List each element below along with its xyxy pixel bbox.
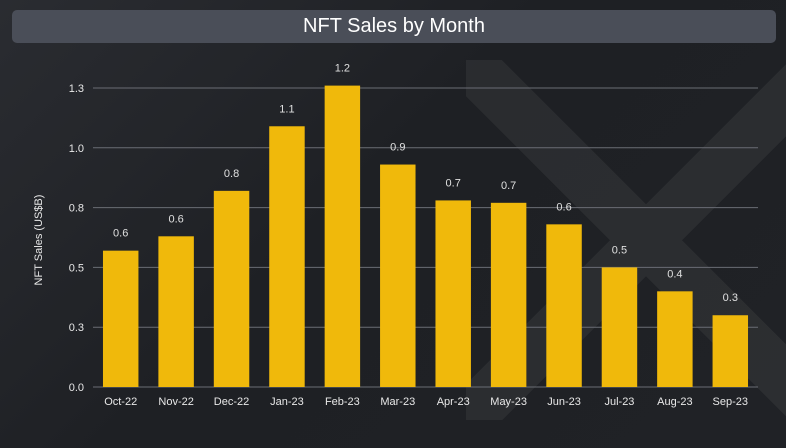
data-label: 1.1	[279, 103, 294, 115]
bar	[213, 190, 250, 387]
x-tick-label: Apr-23	[437, 396, 470, 408]
y-tick-label: 1.3	[69, 83, 84, 95]
x-tick-label: Sep-23	[713, 396, 748, 408]
bar	[102, 250, 139, 387]
bar	[269, 126, 305, 387]
chart-title: NFT Sales by Month	[303, 15, 485, 37]
y-tick-labels: 0.0 0.3 0.5 0.8 1.0 1.3	[69, 83, 84, 394]
y-tick-label: 0.5	[69, 262, 84, 274]
x-tick-label: Jul-23	[604, 396, 634, 408]
data-label: 1.2	[335, 63, 350, 75]
data-label: 0.6	[556, 201, 571, 213]
data-label: 0.6	[113, 228, 128, 240]
x-tick-label: Oct-22	[104, 396, 137, 408]
x-tick-label: Aug-23	[657, 396, 692, 408]
data-label: 0.4	[667, 268, 682, 280]
data-label: 0.6	[168, 213, 183, 225]
bar	[712, 315, 749, 387]
data-label: 0.3	[723, 292, 738, 304]
x-tick-label: Jan-23	[270, 396, 304, 408]
bar	[435, 200, 471, 387]
bar	[324, 85, 361, 387]
y-axis-title: NFT Sales (US$B)	[33, 195, 45, 286]
bar	[380, 164, 416, 387]
y-tick-label: 1.0	[69, 143, 84, 155]
data-label: 0.5	[612, 244, 627, 256]
data-label: 0.7	[446, 177, 461, 189]
x-tick-label: Nov-22	[158, 396, 193, 408]
x-tick-label: Feb-23	[325, 396, 360, 408]
data-label: 0.7	[501, 180, 516, 192]
y-tick-label: 0.8	[69, 203, 84, 215]
y-tick-label: 0.0	[69, 382, 84, 394]
x-tick-label: Dec-22	[214, 396, 249, 408]
x-tick-label: Jun-23	[547, 396, 581, 408]
data-label: 0.9	[390, 142, 405, 154]
x-tick-labels: Oct-22 Nov-22 Dec-22 Jan-23 Feb-23 Mar-23 Apr-…	[104, 396, 748, 408]
bars	[102, 85, 749, 387]
bar	[490, 202, 527, 387]
x-tick-label: May-23	[490, 396, 527, 408]
bar	[546, 224, 582, 387]
grid-lines	[93, 87, 758, 388]
chart-title-bar: NFT Sales by Month	[12, 10, 776, 43]
bar	[158, 236, 194, 387]
data-labels: 0.6 0.6 0.8 1.1 1.2 0.9 0.7 0.7 0.6 0.5 0.4 0.3	[113, 63, 738, 305]
data-label: 0.8	[224, 168, 239, 180]
y-tick-label: 0.3	[69, 322, 84, 334]
bar	[601, 267, 638, 387]
bar	[657, 291, 693, 387]
x-tick-label: Mar-23	[380, 396, 415, 408]
